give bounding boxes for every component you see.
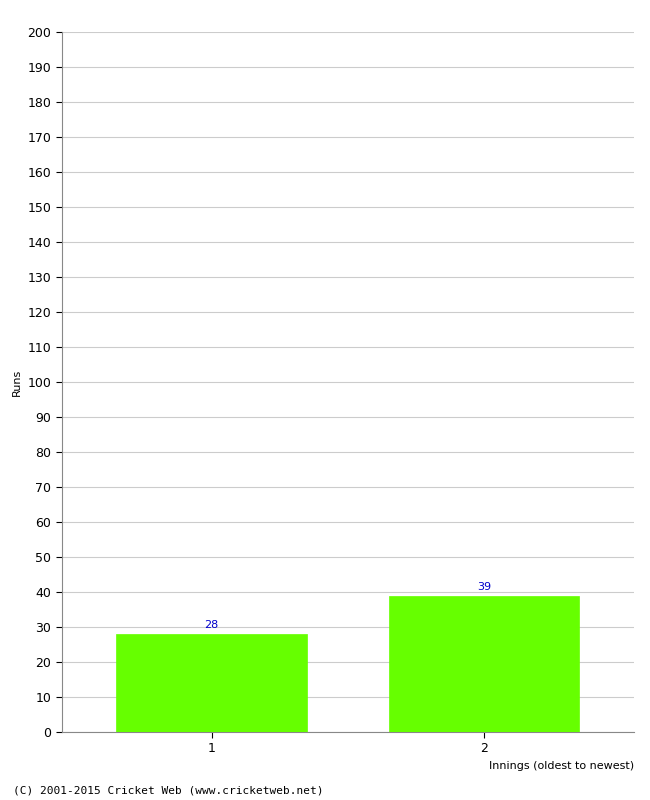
Bar [116,634,307,732]
Text: (C) 2001-2015 Cricket Web (www.cricketweb.net): (C) 2001-2015 Cricket Web (www.cricketwe… [13,786,324,795]
Bar [389,595,579,732]
Y-axis label: Runs: Runs [12,368,22,396]
Text: 39: 39 [477,582,491,592]
Text: 28: 28 [205,621,218,630]
X-axis label: Innings (oldest to newest): Innings (oldest to newest) [489,761,634,771]
